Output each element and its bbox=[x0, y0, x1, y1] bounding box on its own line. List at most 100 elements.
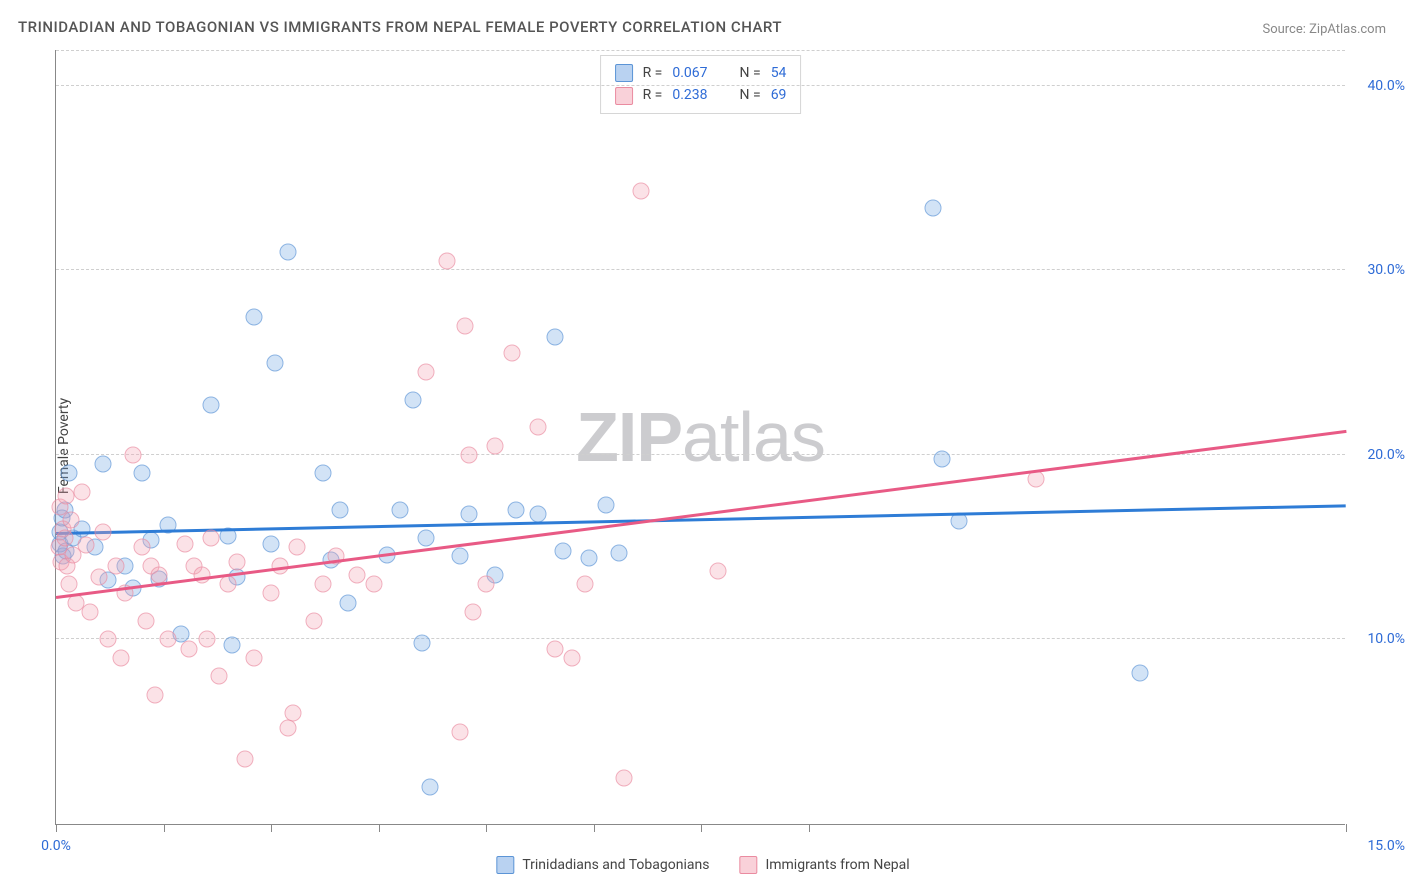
data-point bbox=[306, 613, 323, 630]
data-point bbox=[56, 530, 73, 547]
data-point bbox=[478, 576, 495, 593]
data-point bbox=[422, 779, 439, 796]
data-point bbox=[134, 539, 151, 556]
data-point bbox=[177, 535, 194, 552]
data-point bbox=[546, 640, 563, 657]
data-point bbox=[615, 769, 632, 786]
legend-label: Trinidadians and Tobagonians bbox=[522, 857, 709, 873]
x-tick bbox=[56, 824, 57, 832]
data-point bbox=[933, 450, 950, 467]
data-point bbox=[284, 705, 301, 722]
data-point bbox=[439, 253, 456, 270]
data-point bbox=[413, 635, 430, 652]
data-point bbox=[91, 568, 108, 585]
data-point bbox=[237, 751, 254, 768]
data-point bbox=[245, 308, 262, 325]
x-tick bbox=[809, 824, 810, 832]
data-point bbox=[198, 631, 215, 648]
data-point bbox=[263, 585, 280, 602]
x-tick-label: 15.0% bbox=[1367, 838, 1405, 854]
data-point bbox=[349, 566, 366, 583]
chart-title: TRINIDADIAN AND TOBAGONIAN VS IMMIGRANTS… bbox=[18, 18, 782, 36]
data-point bbox=[598, 496, 615, 513]
data-point bbox=[99, 631, 116, 648]
data-point bbox=[82, 603, 99, 620]
gridline bbox=[56, 269, 1345, 270]
data-point bbox=[460, 446, 477, 463]
data-point bbox=[925, 199, 942, 216]
data-point bbox=[460, 506, 477, 523]
gridline bbox=[56, 85, 1345, 86]
data-point bbox=[134, 465, 151, 482]
data-point bbox=[280, 243, 297, 260]
legend-item: Trinidadians and Tobagonians bbox=[496, 856, 709, 874]
data-point bbox=[112, 649, 129, 666]
x-tick bbox=[379, 824, 380, 832]
trend-line bbox=[56, 504, 1346, 534]
data-point bbox=[138, 613, 155, 630]
swatch-blue-icon bbox=[496, 856, 514, 874]
data-point bbox=[202, 530, 219, 547]
data-point bbox=[60, 465, 77, 482]
gridline bbox=[56, 638, 1345, 639]
data-point bbox=[340, 594, 357, 611]
data-point bbox=[245, 649, 262, 666]
data-point bbox=[181, 640, 198, 657]
x-tick bbox=[271, 824, 272, 832]
trend-line bbox=[56, 430, 1346, 599]
swatch-pink-icon bbox=[615, 87, 633, 105]
data-point bbox=[1131, 664, 1148, 681]
data-point bbox=[202, 397, 219, 414]
data-point bbox=[564, 649, 581, 666]
data-point bbox=[710, 563, 727, 580]
y-tick-label: 10.0% bbox=[1367, 631, 1405, 647]
data-point bbox=[95, 524, 112, 541]
data-point bbox=[60, 576, 77, 593]
data-point bbox=[632, 183, 649, 200]
data-point bbox=[63, 511, 80, 528]
x-tick bbox=[486, 824, 487, 832]
x-tick-label: 0.0% bbox=[41, 838, 71, 854]
x-tick bbox=[594, 824, 595, 832]
data-point bbox=[951, 513, 968, 530]
data-point bbox=[611, 544, 628, 561]
data-point bbox=[159, 631, 176, 648]
data-point bbox=[58, 487, 75, 504]
data-point bbox=[392, 502, 409, 519]
data-point bbox=[465, 603, 482, 620]
x-tick bbox=[164, 824, 165, 832]
x-tick bbox=[701, 824, 702, 832]
swatch-blue-icon bbox=[615, 64, 633, 82]
data-point bbox=[224, 637, 241, 654]
x-tick bbox=[1346, 824, 1347, 832]
data-point bbox=[529, 506, 546, 523]
data-point bbox=[194, 566, 211, 583]
data-point bbox=[529, 419, 546, 436]
data-point bbox=[546, 328, 563, 345]
data-point bbox=[576, 576, 593, 593]
data-point bbox=[314, 576, 331, 593]
data-point bbox=[508, 502, 525, 519]
plot-area: ZIPatlas R = 0.067 N = 54 R = 0.238 N = … bbox=[55, 50, 1345, 825]
data-point bbox=[288, 539, 305, 556]
data-point bbox=[314, 465, 331, 482]
data-point bbox=[555, 542, 572, 559]
data-point bbox=[108, 557, 125, 574]
data-point bbox=[220, 576, 237, 593]
legend-label: Immigrants from Nepal bbox=[765, 857, 909, 873]
data-point bbox=[228, 553, 245, 570]
data-point bbox=[366, 576, 383, 593]
data-point bbox=[125, 446, 142, 463]
data-point bbox=[280, 720, 297, 737]
data-point bbox=[146, 686, 163, 703]
y-tick-label: 20.0% bbox=[1367, 447, 1405, 463]
legend-item: Immigrants from Nepal bbox=[739, 856, 909, 874]
chart-container: TRINIDADIAN AND TOBAGONIAN VS IMMIGRANTS… bbox=[0, 0, 1406, 892]
data-point bbox=[211, 668, 228, 685]
data-point bbox=[73, 483, 90, 500]
data-point bbox=[404, 391, 421, 408]
legend-stats-row: R = 0.067 N = 54 bbox=[615, 62, 787, 84]
data-point bbox=[503, 345, 520, 362]
y-tick-label: 40.0% bbox=[1367, 78, 1405, 94]
data-point bbox=[263, 535, 280, 552]
